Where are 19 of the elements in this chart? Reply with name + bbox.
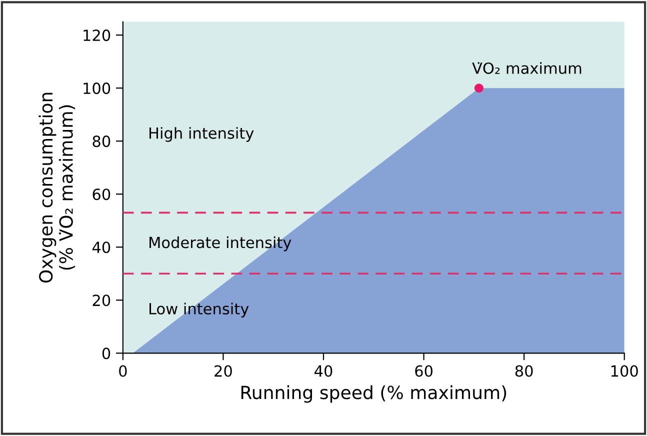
y-tick-label: 40	[92, 242, 110, 254]
annotation: High intensity	[150, 127, 254, 142]
annotation: V̇O₂ maximum	[472, 62, 582, 74]
x-tick-label: 60	[415, 365, 432, 377]
y-tick-label: 80	[92, 136, 110, 148]
x-axis-title: Running speed (% maximum)	[241, 385, 506, 403]
x-tick-label: 20	[214, 365, 232, 377]
y-tick-label: 0	[102, 348, 110, 360]
y-tick-label: 120	[84, 30, 110, 42]
x-tick-label: 80	[515, 365, 533, 377]
y-tick-label: 20	[92, 294, 110, 306]
x-tick-label: 40	[314, 365, 332, 377]
y-axis-title: Oxygen consumption (% V̇O₂ maximum)	[38, 92, 76, 283]
annotation: Moderate intensity	[150, 236, 292, 252]
y-tick-label: 60	[92, 188, 110, 200]
annotation: Low intensity	[150, 302, 249, 318]
y-tick-label: 100	[84, 82, 110, 94]
x-tick-label: 0	[119, 365, 127, 377]
x-tick-label: 100	[611, 365, 638, 377]
